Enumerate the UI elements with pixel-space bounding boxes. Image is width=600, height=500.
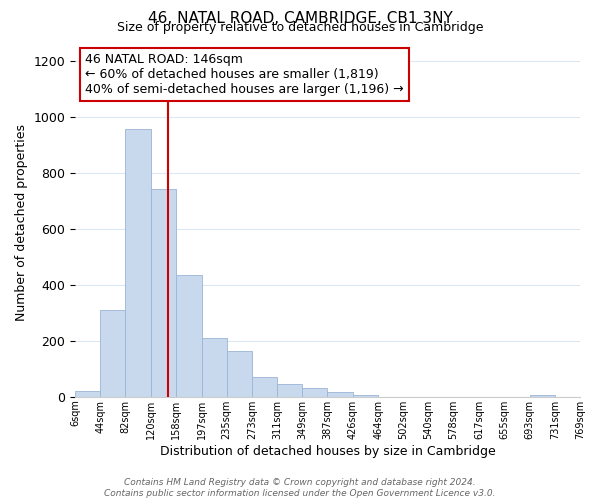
Bar	[100, 310, 125, 397]
Bar	[302, 388, 327, 397]
Text: Contains HM Land Registry data © Crown copyright and database right 2024.
Contai: Contains HM Land Registry data © Crown c…	[104, 478, 496, 498]
Text: Size of property relative to detached houses in Cambridge: Size of property relative to detached ho…	[117, 22, 483, 35]
Bar	[327, 392, 353, 397]
Bar	[202, 338, 227, 397]
Bar	[530, 394, 555, 397]
Bar	[227, 350, 252, 397]
Bar	[151, 188, 176, 397]
Bar	[277, 384, 302, 397]
Bar	[353, 395, 378, 397]
Text: 46 NATAL ROAD: 146sqm
← 60% of detached houses are smaller (1,819)
40% of semi-d: 46 NATAL ROAD: 146sqm ← 60% of detached …	[85, 52, 404, 96]
Y-axis label: Number of detached properties: Number of detached properties	[15, 124, 28, 320]
Bar	[176, 275, 202, 397]
Bar	[75, 391, 100, 397]
Bar	[252, 376, 277, 397]
X-axis label: Distribution of detached houses by size in Cambridge: Distribution of detached houses by size …	[160, 444, 496, 458]
Text: 46, NATAL ROAD, CAMBRIDGE, CB1 3NY: 46, NATAL ROAD, CAMBRIDGE, CB1 3NY	[148, 11, 452, 26]
Bar	[125, 128, 151, 397]
